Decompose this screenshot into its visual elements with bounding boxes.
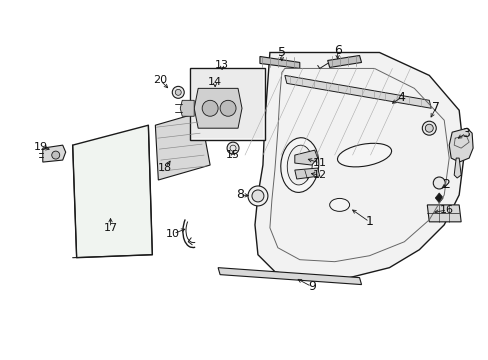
Circle shape [425, 124, 432, 132]
Text: 13: 13 [215, 60, 228, 71]
Polygon shape [254, 53, 463, 280]
Polygon shape [294, 150, 317, 165]
Text: 19: 19 [34, 142, 48, 152]
Polygon shape [448, 128, 472, 162]
Polygon shape [155, 112, 210, 180]
Text: 11: 11 [312, 158, 326, 168]
Bar [190, 68, 264, 140]
Text: 18: 18 [158, 163, 172, 173]
Text: 1: 1 [365, 215, 373, 228]
Polygon shape [42, 145, 65, 162]
Polygon shape [427, 205, 460, 222]
Bar [192, 71, 263, 138]
Text: 6: 6 [333, 44, 341, 57]
Circle shape [52, 151, 60, 159]
Polygon shape [453, 158, 460, 178]
Polygon shape [180, 100, 194, 116]
Text: 14: 14 [207, 77, 222, 87]
Ellipse shape [329, 198, 349, 211]
Text: 15: 15 [225, 150, 240, 160]
Polygon shape [434, 193, 442, 203]
Polygon shape [285, 75, 430, 108]
Circle shape [226, 142, 239, 154]
Ellipse shape [286, 145, 312, 185]
Ellipse shape [337, 143, 391, 167]
Text: 5: 5 [277, 46, 285, 59]
Text: 16: 16 [439, 205, 453, 215]
Text: 4: 4 [397, 91, 405, 104]
Text: 2: 2 [441, 179, 449, 192]
Polygon shape [73, 125, 152, 258]
Polygon shape [218, 268, 361, 285]
Text: 12: 12 [312, 170, 326, 180]
Circle shape [247, 186, 267, 206]
Circle shape [422, 121, 435, 135]
Text: 8: 8 [236, 188, 244, 202]
Polygon shape [194, 88, 242, 128]
Text: 9: 9 [307, 280, 315, 293]
Text: 20: 20 [153, 75, 167, 85]
Circle shape [251, 190, 264, 202]
Text: 3: 3 [461, 127, 469, 140]
Text: 10: 10 [166, 229, 180, 239]
Ellipse shape [280, 138, 318, 192]
Circle shape [432, 177, 444, 189]
Circle shape [202, 100, 218, 116]
Text: 7: 7 [431, 101, 439, 114]
Polygon shape [260, 57, 299, 68]
Polygon shape [327, 55, 361, 67]
Polygon shape [294, 168, 319, 179]
Text: 17: 17 [103, 223, 117, 233]
Circle shape [220, 100, 236, 116]
Circle shape [175, 89, 181, 95]
Circle shape [172, 86, 184, 98]
